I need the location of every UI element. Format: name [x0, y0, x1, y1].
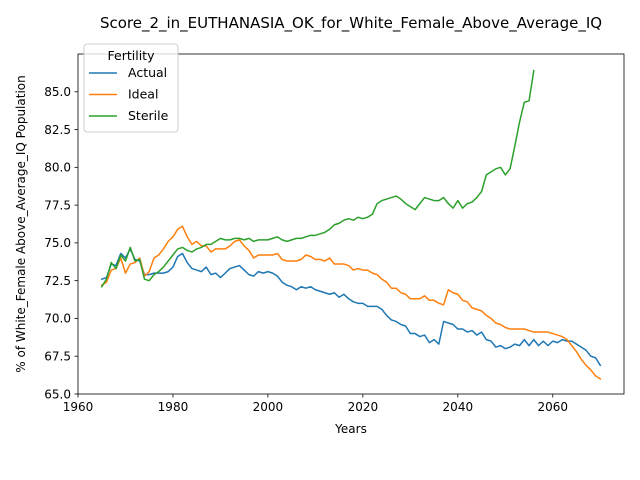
series-line-sterile [100, 69, 535, 288]
x-tick-label: 1980 [158, 400, 189, 414]
x-tick-label: 1960 [63, 400, 94, 414]
plot-frame [77, 53, 625, 395]
legend: Fertility Actual Ideal Sterile [83, 43, 179, 133]
x-tick-label: 2060 [538, 400, 569, 414]
chart-title: Score_2_in_EUTHANASIA_OK_for_White_Femal… [100, 14, 602, 33]
y-tick-label: 67.5 [44, 350, 71, 364]
y-axis: 65.0 67.5 70.0 72.5 75.0 77.5 80.0 82.5 85.0 [44, 85, 78, 401]
legend-items: Actual Ideal Sterile [89, 65, 169, 123]
x-axis: 1960 1980 2000 2020 2040 2060 [63, 394, 568, 414]
legend-title: Fertility [108, 48, 156, 63]
y-tick-label: 85.0 [44, 85, 71, 99]
series-layer [100, 69, 602, 380]
legend-label-ideal: Ideal [128, 87, 158, 102]
y-tick-label: 80.0 [44, 161, 71, 175]
y-tick-label: 72.5 [44, 274, 71, 288]
y-tick-label: 82.5 [44, 123, 71, 137]
legend-label-sterile: Sterile [128, 108, 169, 123]
x-tick-label: 2040 [443, 400, 474, 414]
x-tick-label: 2000 [253, 400, 284, 414]
legend-box [83, 43, 179, 133]
legend-label-actual: Actual [128, 65, 167, 80]
y-axis-label: % of White_Female Above_Average_IQ Popul… [14, 75, 28, 372]
y-tick-label: 65.0 [44, 387, 71, 401]
x-axis-label: Years [334, 422, 367, 436]
series-line-ideal [100, 225, 602, 380]
y-tick-label: 75.0 [44, 236, 71, 250]
x-tick-label: 2020 [348, 400, 379, 414]
series-line-actual [100, 248, 602, 367]
y-tick-label: 70.0 [44, 312, 71, 326]
y-tick-label: 77.5 [44, 198, 71, 212]
